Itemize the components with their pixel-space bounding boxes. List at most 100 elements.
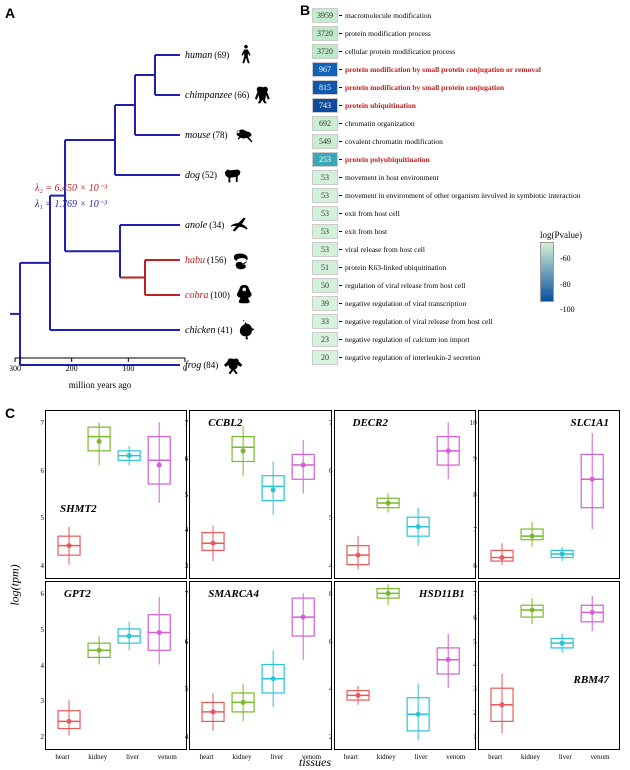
go-label: covalent chromatin modification	[343, 137, 443, 146]
go-tick	[339, 33, 342, 34]
boxplot-svg	[479, 582, 619, 749]
species-count: (34)	[209, 220, 224, 230]
species-name: human	[185, 50, 212, 61]
go-count: 253	[312, 152, 338, 167]
dog-icon	[219, 163, 249, 187]
y-ticks: 7654	[321, 411, 333, 578]
go-row: 3720 protein modification process	[312, 25, 580, 42]
go-count: 743	[312, 98, 338, 113]
go-label: viral release from host cell	[343, 245, 425, 254]
go-row: 692chromatin organization	[312, 115, 580, 132]
x-ticks: heartkidneylivervenom	[46, 753, 186, 761]
go-tick	[339, 267, 342, 268]
svg-text:100: 100	[122, 364, 134, 373]
legend-title: log(Pvalue)	[540, 230, 620, 240]
time-axis: 3002001000 million years ago	[10, 353, 190, 390]
species-cobra: cobra(100)	[185, 283, 262, 307]
x-ticks: heartkidneylivervenom	[335, 753, 475, 761]
go-count: 53	[312, 188, 338, 203]
go-tick	[339, 51, 342, 52]
go-label: regulation of viral release from host ce…	[343, 281, 465, 290]
boxplot-svg	[190, 411, 330, 578]
go-count: 3959	[312, 8, 338, 23]
species-name: dog	[185, 170, 200, 181]
go-tick	[339, 87, 342, 88]
boxplot-svg	[335, 411, 475, 578]
panel-a-label: A	[5, 5, 15, 21]
panel-a: A human(69) chimpanzee(66) mouse(78) dog(52…	[5, 5, 295, 395]
legend-tick: -100	[560, 305, 575, 314]
frog-icon	[220, 353, 250, 377]
go-tick	[339, 285, 342, 286]
y-ticks: 109876	[465, 411, 477, 578]
go-row: 20negative regulation of interleukin-2 s…	[312, 349, 580, 366]
go-count: 53	[312, 242, 338, 257]
go-label: protein modification process	[343, 29, 431, 38]
boxplot-svg	[335, 582, 475, 749]
go-count: 3720	[312, 26, 338, 41]
species-dog: dog(52)	[185, 163, 249, 187]
species-count: (66)	[234, 90, 249, 100]
go-count: 23	[312, 332, 338, 347]
go-row: 815protein modification by small protein…	[312, 79, 580, 96]
species-count: (52)	[202, 170, 217, 180]
species-habu: habu(156)	[185, 248, 259, 272]
go-tick	[339, 141, 342, 142]
go-tick	[339, 231, 342, 232]
go-count: 20	[312, 350, 338, 365]
cobra-icon	[232, 283, 262, 307]
species-anole: anole(34)	[185, 213, 256, 237]
go-label: negative regulation of calcium ion impor…	[343, 335, 470, 344]
species-count: (69)	[214, 50, 229, 60]
go-count: 53	[312, 170, 338, 185]
go-tick	[339, 123, 342, 124]
svg-text:200: 200	[66, 364, 78, 373]
gene-title: SMARCA4	[208, 588, 259, 600]
go-row: 967protein modification by small protein…	[312, 61, 580, 78]
y-ticks: 7654	[32, 411, 44, 578]
y-axis-label: log(tpm)	[8, 564, 23, 605]
go-tick	[339, 195, 342, 196]
boxplot-CCBL2: CCBL276543	[189, 410, 331, 579]
go-tick	[339, 15, 342, 16]
go-tick	[339, 105, 342, 106]
species-name: chimpanzee	[185, 90, 232, 101]
species-count: (100)	[210, 290, 230, 300]
species-chicken: chicken(41)	[185, 318, 265, 342]
y-ticks: 7654	[176, 582, 188, 749]
boxplot-svg	[46, 411, 186, 578]
go-tick	[339, 177, 342, 178]
go-tick	[339, 159, 342, 160]
boxplot-GPT2: GPT265432heartkidneylivervenom	[45, 581, 187, 750]
go-tick	[339, 303, 342, 304]
go-label: protein ubiquitination	[343, 101, 416, 110]
go-row: 53movement in host environment	[312, 169, 580, 186]
go-row: 743 protein ubiquitination	[312, 97, 580, 114]
species-count: (156)	[207, 255, 227, 265]
go-tick	[339, 69, 342, 70]
panel-c-label: C	[5, 405, 15, 421]
species-count: (84)	[203, 360, 218, 370]
species-name: anole	[185, 220, 207, 231]
legend-ticks: -60-80-100	[560, 254, 575, 314]
boxplot-grid: SHMT27654CCBL276543DECR27654SLC1A1109876…	[45, 410, 620, 750]
go-count: 815	[312, 80, 338, 95]
go-label: chromatin organization	[343, 119, 415, 128]
boxplot-SHMT2: SHMT27654	[45, 410, 187, 579]
time-axis-label: million years ago	[10, 380, 190, 390]
legend-tick: -60	[560, 254, 575, 263]
go-label: protein K63-linked ubiquitination	[343, 263, 446, 272]
habu-icon	[229, 248, 259, 272]
species-chimpanzee: chimpanzee(66)	[185, 83, 281, 107]
go-label: exit from host	[343, 227, 387, 236]
go-row: 53movement in environment of other organ…	[312, 187, 580, 204]
anole-icon	[226, 213, 256, 237]
go-row: 3720cellular protein modification proces…	[312, 43, 580, 60]
human-icon	[231, 43, 261, 67]
legend-gradient	[540, 242, 554, 302]
gene-title: SLC1A1	[570, 417, 609, 429]
species-mouse: mouse(78)	[185, 123, 260, 147]
panel-b: B 3959macromolecule modification3720prot…	[300, 5, 625, 400]
gene-title: RBM47	[574, 674, 609, 686]
go-row: 253protein polyubiquitination	[312, 151, 580, 168]
